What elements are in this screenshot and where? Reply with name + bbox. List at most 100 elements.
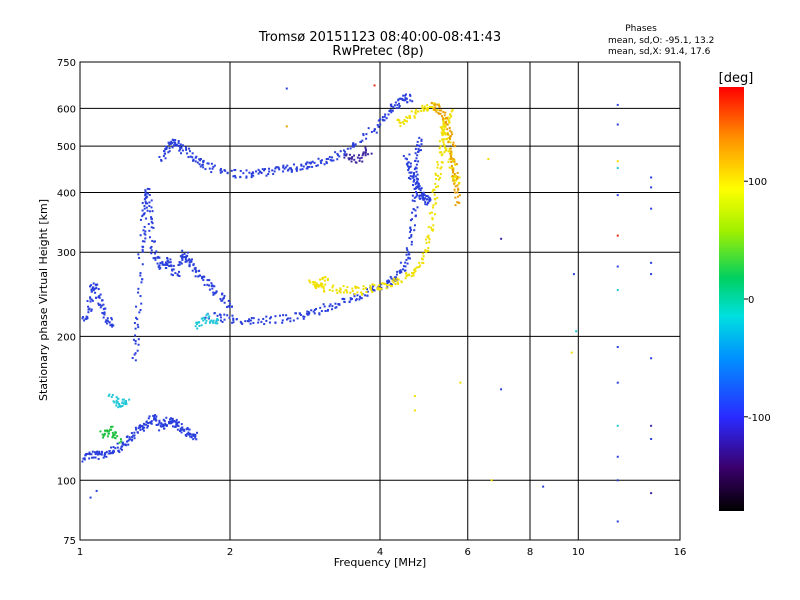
data-point — [311, 160, 314, 163]
data-point — [343, 154, 346, 157]
data-point — [158, 267, 161, 270]
data-point — [213, 312, 216, 315]
data-point — [102, 436, 105, 439]
data-point — [103, 313, 106, 316]
data-point — [415, 266, 418, 269]
data-point — [120, 440, 123, 443]
data-point — [405, 116, 408, 119]
data-point — [415, 177, 418, 180]
data-point — [370, 289, 373, 292]
data-point — [160, 422, 163, 425]
data-point — [137, 291, 140, 294]
data-point — [139, 309, 142, 312]
data-point — [345, 289, 348, 292]
data-point — [181, 258, 184, 261]
data-point — [110, 425, 113, 428]
data-point — [650, 176, 653, 179]
data-point — [203, 275, 206, 278]
data-point — [168, 143, 171, 146]
data-point — [343, 156, 346, 159]
data-point — [83, 458, 86, 461]
data-point — [226, 314, 229, 317]
data-point — [98, 294, 101, 297]
data-point — [616, 479, 619, 482]
data-point — [425, 195, 428, 198]
data-point — [357, 154, 360, 157]
data-point — [185, 148, 188, 151]
data-points — [81, 84, 653, 523]
data-point — [91, 299, 94, 302]
data-point — [180, 146, 183, 149]
data-point — [159, 261, 162, 264]
data-point — [446, 131, 449, 134]
data-point — [358, 157, 361, 160]
data-point — [351, 143, 354, 146]
data-point — [239, 169, 242, 172]
data-point — [154, 252, 157, 255]
data-point — [394, 279, 397, 282]
data-point — [413, 116, 416, 119]
data-point — [146, 192, 149, 195]
data-point — [187, 431, 190, 434]
data-point — [95, 296, 98, 299]
data-point — [414, 108, 417, 111]
data-point — [399, 269, 402, 272]
data-point — [453, 181, 456, 184]
data-point — [115, 404, 118, 407]
data-point — [149, 247, 152, 250]
data-point — [435, 110, 438, 113]
data-point — [449, 137, 452, 140]
data-point — [162, 423, 165, 426]
data-point — [147, 417, 150, 420]
data-point — [212, 291, 215, 294]
data-point — [308, 161, 311, 164]
data-point — [436, 166, 439, 169]
data-point — [424, 250, 427, 253]
data-point — [86, 317, 89, 320]
data-point — [308, 312, 311, 315]
data-point — [434, 109, 437, 112]
data-point — [177, 421, 180, 424]
data-point — [121, 398, 124, 401]
data-point — [364, 149, 367, 152]
data-point — [282, 166, 285, 169]
data-point — [191, 156, 194, 159]
data-point — [250, 172, 253, 175]
data-point — [454, 163, 457, 166]
data-point — [111, 425, 114, 428]
data-point — [458, 194, 461, 197]
data-point — [208, 315, 211, 318]
data-point — [146, 425, 149, 428]
data-point — [409, 94, 412, 97]
data-point — [187, 156, 190, 159]
data-point — [120, 448, 123, 451]
data-point — [164, 424, 167, 427]
data-point — [440, 109, 443, 112]
data-point — [222, 297, 225, 300]
data-point — [378, 284, 381, 287]
data-point — [345, 154, 348, 157]
data-point — [309, 162, 312, 165]
data-point — [202, 166, 205, 169]
data-point — [87, 311, 90, 314]
data-point — [107, 432, 110, 435]
data-point — [446, 128, 449, 131]
data-point — [439, 145, 442, 148]
data-point — [408, 165, 411, 168]
data-point — [260, 171, 263, 174]
data-point — [157, 265, 160, 268]
data-point — [138, 256, 141, 259]
data-point — [121, 441, 124, 444]
data-point — [242, 172, 245, 175]
data-point — [409, 229, 412, 232]
data-point — [133, 437, 136, 440]
data-point — [336, 152, 339, 155]
data-point — [117, 449, 120, 452]
data-point — [311, 165, 314, 168]
data-point — [425, 107, 428, 110]
data-point — [107, 452, 110, 455]
data-point — [453, 182, 456, 185]
data-point — [373, 128, 376, 131]
data-point — [232, 318, 235, 321]
data-point — [102, 434, 105, 437]
